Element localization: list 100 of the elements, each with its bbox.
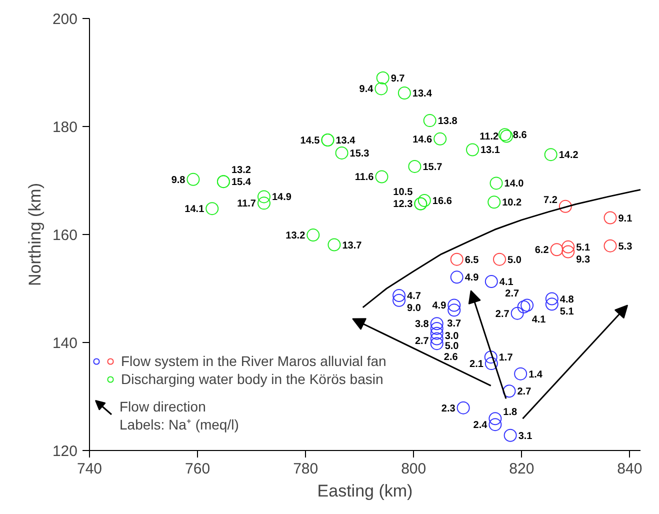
annotation: 5.1 (560, 306, 574, 318)
annotation: 4.9 (464, 272, 480, 284)
point (488, 418, 502, 432)
point (484, 357, 498, 370)
annotation: 1.8 (503, 407, 518, 418)
point (328, 238, 341, 252)
point (398, 86, 411, 100)
x-tick-label: 800 (401, 460, 426, 478)
annotation: 14.6 (412, 134, 433, 146)
point (493, 252, 506, 266)
annotation: 13.8 (438, 116, 458, 128)
point (430, 317, 444, 330)
annotation: 4.7 (407, 291, 422, 302)
annotation: 2.6 (444, 352, 458, 364)
annotation: 15.7 (422, 162, 443, 173)
annotation: 2.7 (495, 308, 510, 320)
point (374, 82, 388, 96)
annotation: 14.1 (184, 204, 205, 216)
point (375, 170, 388, 184)
annotation: 9.7 (390, 73, 406, 84)
annotation: 2.4 (473, 420, 488, 432)
point (466, 143, 479, 156)
annotation: 10.2 (502, 198, 522, 209)
annotation: 2.7 (517, 386, 532, 398)
point (545, 292, 558, 306)
legend-label: Flow system in the River Maros alluvial fan (121, 352, 386, 370)
annotation: 13.7 (342, 240, 362, 252)
point (430, 322, 444, 335)
point (502, 384, 516, 398)
annotation: 14.0 (504, 178, 524, 190)
annotation: 8.6 (512, 130, 528, 142)
annotation: 2.7 (414, 336, 430, 347)
point (558, 200, 572, 213)
annotation: 2.1 (470, 359, 484, 370)
point (376, 71, 390, 84)
point (430, 337, 444, 350)
point (430, 326, 444, 340)
annotation: 4.9 (432, 300, 447, 312)
point (408, 160, 422, 173)
x-axis-title: Easting (km) (317, 482, 413, 500)
point (206, 202, 219, 216)
y-tick-label: 140 (52, 335, 78, 352)
point (488, 412, 502, 426)
point (392, 294, 406, 307)
point (450, 270, 464, 284)
point (392, 289, 406, 302)
point (430, 332, 444, 346)
x-tick-label: 820 (509, 460, 534, 478)
point (423, 114, 436, 128)
y-tick-label: 200 (52, 11, 78, 28)
y-tick-label: 180 (52, 119, 78, 136)
annotation: 11.7 (237, 198, 256, 210)
legend-label: Discharging water body in the Körös basin (121, 370, 384, 388)
point (517, 300, 530, 314)
annotation: 9.1 (618, 213, 633, 224)
annotation: 13.4 (336, 136, 356, 146)
x-tick-label: 760 (185, 460, 210, 478)
annotation: 5.3 (618, 241, 633, 252)
annotation: 6.5 (464, 254, 480, 266)
point (504, 428, 517, 442)
annotation: 11.2 (480, 132, 499, 143)
annotation: 5.0 (508, 254, 522, 266)
x-tick-label: 840 (617, 460, 642, 478)
point (484, 274, 498, 288)
point (604, 211, 617, 224)
y-tick-label: 120 (52, 443, 78, 460)
annotation: 13.1 (480, 145, 500, 156)
annotation: 9.0 (407, 302, 422, 314)
point (418, 194, 431, 207)
point (562, 245, 575, 258)
point (484, 350, 498, 364)
x-tick-label: 780 (293, 460, 318, 478)
annotation: 13.2 (286, 230, 306, 242)
point (257, 190, 270, 204)
annotation: 1.4 (528, 369, 543, 380)
annotation: 15.4 (231, 177, 252, 188)
point (545, 298, 558, 311)
annotation: 14.2 (558, 150, 579, 162)
annotation: 7.2 (544, 194, 558, 206)
point (490, 176, 503, 190)
annotation: 9.3 (576, 254, 590, 266)
point (520, 298, 534, 312)
x-tick-label: 740 (76, 460, 102, 478)
point (550, 243, 564, 256)
point (448, 298, 461, 312)
annotation: 3.8 (414, 319, 430, 330)
annotation: 10.5 (393, 187, 414, 198)
annotation: 14.5 (300, 136, 320, 146)
point (456, 401, 470, 414)
annotation: 1.7 (498, 352, 514, 364)
annotation: 5.0 (444, 341, 460, 352)
annotation: 3.1 (518, 430, 533, 442)
point (306, 228, 320, 242)
annotation: 14.9 (272, 192, 292, 204)
point (514, 367, 528, 380)
annotation: 5.1 (576, 242, 590, 254)
point (488, 196, 501, 209)
point (604, 239, 617, 252)
annotation: 15.3 (350, 148, 370, 160)
annotation: 13.4 (412, 88, 432, 100)
